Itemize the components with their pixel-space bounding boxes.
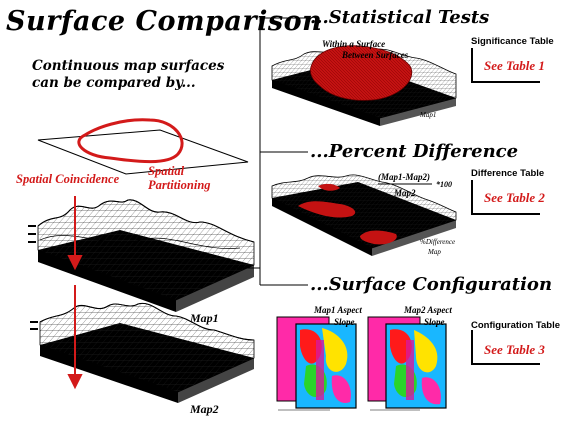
spatial-partitioning-label: Spatial Partitioning [148, 164, 211, 192]
within-surface-label: Within a Surface [322, 39, 386, 49]
flat-partition-plane [37, 118, 249, 175]
percent-difference-map-label-2: Map [428, 248, 441, 256]
stat-map-label: Map1 [420, 111, 437, 119]
formula-denominator: Map2 [394, 188, 416, 198]
map1-surface [37, 199, 255, 312]
subtitle: Continuous map surfaces can be compared … [32, 58, 225, 91]
formula-factor: *100 [436, 180, 452, 189]
between-surfaces-label: Between Surfaces [342, 50, 409, 60]
page-title: Surface Comparison [6, 6, 323, 37]
table-brackets [471, 48, 540, 365]
map2-aspect-caption: Map2 Aspect [404, 305, 452, 315]
map1-slope-caption: Slope [334, 317, 355, 327]
map2-label: Map2 [190, 402, 219, 416]
see-table-3-link[interactable]: See Table 3 [484, 342, 545, 357]
significance-table-header: Significance Table [471, 36, 554, 47]
map1-label: Map1 [190, 311, 219, 325]
formula-numerator: (Map1-Map2) [378, 172, 430, 182]
percent-difference-surface [271, 174, 457, 256]
percent-difference-map-label-1: %Difference [420, 238, 456, 246]
map2-slope-caption: Slope [424, 317, 445, 327]
connector-lines [232, 17, 308, 286]
difference-table-header: Difference Table [471, 168, 545, 179]
section-heading-percent-difference: ...Percent Difference [310, 141, 519, 162]
map1-aspect-caption: Map1 Aspect [314, 305, 362, 315]
section-heading-surface-configuration: ...Surface Configuration [310, 274, 553, 295]
aspect-slope-maps [276, 316, 447, 411]
see-table-1-link[interactable]: See Table 1 [484, 58, 545, 73]
see-table-2-link[interactable]: See Table 2 [484, 190, 545, 205]
spatial-coincidence-label: Spatial Coincidence [16, 172, 120, 186]
configuration-table-header: Configuration Table [471, 320, 561, 331]
map2-surface [39, 302, 255, 403]
coincidence-arrows [67, 196, 83, 390]
stat-test-surface [271, 45, 457, 126]
section-heading-statistical-tests: ...Statistical Tests [310, 7, 490, 28]
